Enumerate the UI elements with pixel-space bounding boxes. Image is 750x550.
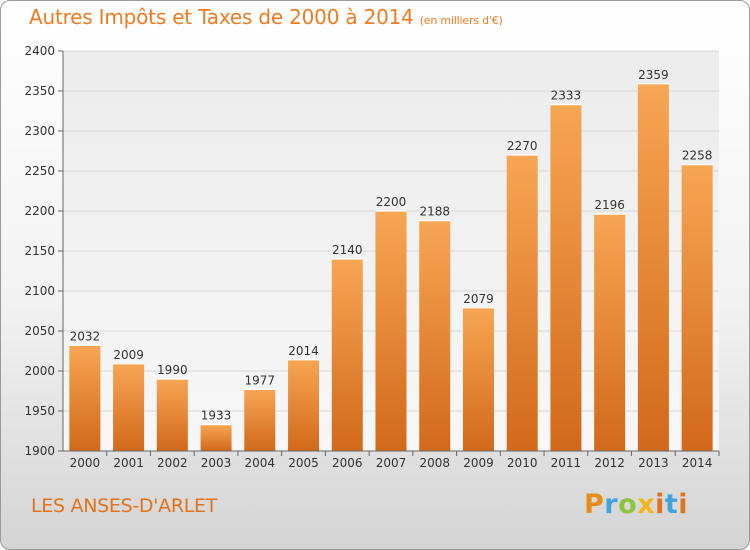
bar — [550, 104, 582, 451]
x-tick-label: 2000 — [70, 456, 101, 470]
bars-group — [69, 83, 713, 452]
logo-letter: r — [604, 489, 619, 520]
logo-letter: i — [678, 489, 689, 520]
data-label: 2196 — [594, 198, 625, 212]
x-tick-label: 2014 — [682, 456, 713, 470]
data-labels-group: 2032 2009 1990 1933 1977 2014 2140 2200 2188 2079… — [70, 68, 713, 423]
y-tick-label: 2250 — [24, 164, 55, 178]
y-tick-label: 2400 — [24, 44, 55, 58]
bar — [244, 389, 276, 451]
data-label: 2200 — [376, 195, 407, 209]
logo-letter: o — [618, 489, 638, 520]
data-label: 2014 — [288, 344, 319, 358]
data-label: 2188 — [419, 205, 450, 219]
x-tick-label: 2005 — [288, 456, 319, 470]
logo-letter: P — [584, 489, 605, 520]
x-tick-label: 2006 — [332, 456, 363, 470]
y-tick-label: 2100 — [24, 284, 55, 298]
data-label: 2359 — [638, 68, 669, 82]
y-tick-label: 1950 — [24, 404, 55, 418]
y-tick-label: 2300 — [24, 124, 55, 138]
data-label: 2270 — [507, 139, 538, 153]
x-axis: 2000 2001 2002 2003 2004 2005 2006 2007 2008 2009… — [63, 450, 720, 470]
bar — [506, 155, 538, 451]
data-label: 2079 — [463, 292, 494, 306]
data-label: 1990 — [157, 363, 188, 377]
bar — [419, 220, 451, 451]
data-label: 1933 — [201, 409, 232, 423]
y-tick-label: 2350 — [24, 84, 55, 98]
data-label: 2333 — [551, 89, 582, 103]
commune-name: LES ANSES-D'ARLET — [31, 495, 218, 517]
x-tick-label: 2002 — [157, 456, 188, 470]
bar — [113, 363, 145, 451]
x-tick-label: 2004 — [245, 456, 276, 470]
x-tick-label: 2003 — [201, 456, 232, 470]
bar — [156, 379, 188, 451]
x-tick-label: 2012 — [594, 456, 625, 470]
y-tick-label: 2000 — [24, 364, 55, 378]
chart-subtitle: (en milliers d'€) — [419, 14, 503, 27]
x-tick-label: 2008 — [419, 456, 450, 470]
data-label: 2032 — [70, 329, 101, 343]
data-label: 2140 — [332, 243, 363, 257]
y-tick-label: 1900 — [24, 444, 55, 458]
bar — [69, 345, 101, 451]
bar — [681, 164, 713, 451]
y-tick-label: 2200 — [24, 204, 55, 218]
y-tick-label: 2150 — [24, 244, 55, 258]
bar — [331, 259, 363, 451]
bar — [462, 307, 494, 451]
logo-letter: x — [637, 489, 656, 520]
x-tick-label: 2010 — [507, 456, 538, 470]
data-label: 2258 — [682, 149, 713, 163]
data-label: 1977 — [245, 373, 276, 387]
y-axis: 1900 1950 2000 2050 2100 2150 2200 2250 2300 2350… — [24, 44, 64, 458]
logo-letter: t — [664, 489, 679, 520]
x-tick-label: 2011 — [551, 456, 582, 470]
x-tick-label: 2001 — [113, 456, 144, 470]
logo-letter: i — [655, 489, 665, 520]
bar — [288, 359, 320, 451]
y-tick-label: 2050 — [24, 324, 55, 338]
bar — [594, 214, 626, 451]
bar — [200, 424, 232, 451]
x-tick-label: 2009 — [463, 456, 494, 470]
x-tick-label: 2007 — [376, 456, 407, 470]
chart-title: Autres Impôts et Taxes de 2000 à 2014 (en… — [29, 5, 503, 29]
proxiti-logo: Proxiti — [584, 489, 688, 520]
bar — [375, 211, 407, 451]
x-tick-label: 2013 — [638, 456, 669, 470]
bar — [637, 83, 669, 452]
data-label: 2009 — [113, 348, 144, 362]
chart-title-text: Autres Impôts et Taxes de 2000 à 2014 — [29, 5, 414, 29]
